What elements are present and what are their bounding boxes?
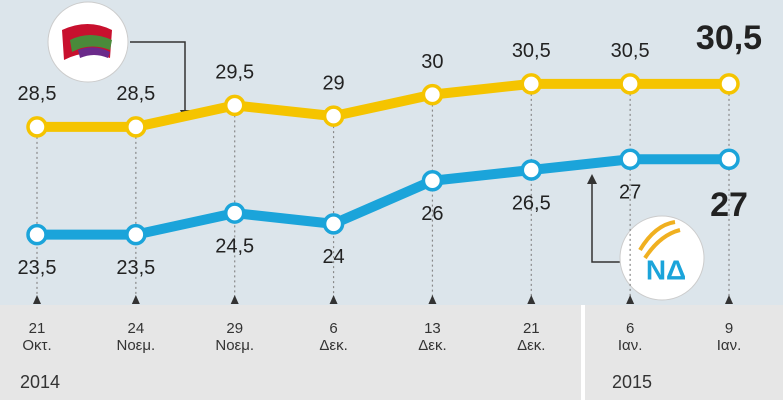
point <box>125 223 147 246</box>
data-label: 30,5 <box>696 19 762 57</box>
series-line <box>37 154 729 240</box>
year-label: 2015 <box>612 372 653 392</box>
point <box>125 116 147 138</box>
point <box>421 170 444 192</box>
x-tick-label: 24 Νοεμ. <box>116 320 156 354</box>
data-label: 27 <box>710 186 748 224</box>
series-line <box>37 78 729 132</box>
data-label: 23,5 <box>18 257 57 279</box>
point <box>26 116 48 138</box>
tick-marker <box>33 295 41 304</box>
point <box>718 148 740 170</box>
data-label: 30,5 <box>512 40 551 62</box>
tick-marker <box>527 295 536 304</box>
point <box>619 148 641 170</box>
data-label: 28,5 <box>116 83 155 105</box>
tick-marker <box>428 295 437 304</box>
point <box>223 94 246 117</box>
tick-marker <box>230 295 239 304</box>
data-label: 30 <box>421 51 443 73</box>
data-label: 27 <box>619 182 641 204</box>
x-tick-label: 13 Δεκ. <box>418 320 447 354</box>
data-label: 29,5 <box>215 62 254 84</box>
x-tick-label: 9 Ιαν. <box>716 320 742 354</box>
tick-marker <box>626 295 635 304</box>
point <box>322 213 345 235</box>
tick-marker <box>131 295 140 304</box>
nd-callout: ΝΔ <box>587 174 705 301</box>
tick-marker <box>329 295 338 304</box>
tick-marker <box>725 295 733 304</box>
x-tick-label: 21 Οκτ. <box>22 320 52 354</box>
date-band <box>0 305 783 400</box>
data-label: 24,5 <box>215 235 254 257</box>
data-label: 29 <box>322 72 344 94</box>
year-label: 2014 <box>20 372 61 392</box>
x-tick-label: 6 Δεκ. <box>319 320 348 354</box>
point <box>26 223 48 246</box>
point <box>520 73 543 95</box>
x-tick-label: 6 Ιαν. <box>617 320 643 354</box>
nd-logo-text: ΝΔ <box>646 254 686 285</box>
data-label: 23,5 <box>116 257 155 279</box>
data-label: 30,5 <box>611 40 650 62</box>
point <box>421 83 444 106</box>
x-tick-label: 29 Νοεμ. <box>215 320 255 354</box>
data-label: 26,5 <box>512 192 551 214</box>
data-label: 26 <box>421 203 443 225</box>
data-label: 28,5 <box>18 83 57 105</box>
point <box>718 73 740 95</box>
x-tick-label: 21 Δεκ. <box>517 320 546 354</box>
data-label: 24 <box>322 246 344 268</box>
point <box>223 202 246 224</box>
point <box>520 159 543 181</box>
point <box>619 73 641 95</box>
point <box>322 105 345 127</box>
